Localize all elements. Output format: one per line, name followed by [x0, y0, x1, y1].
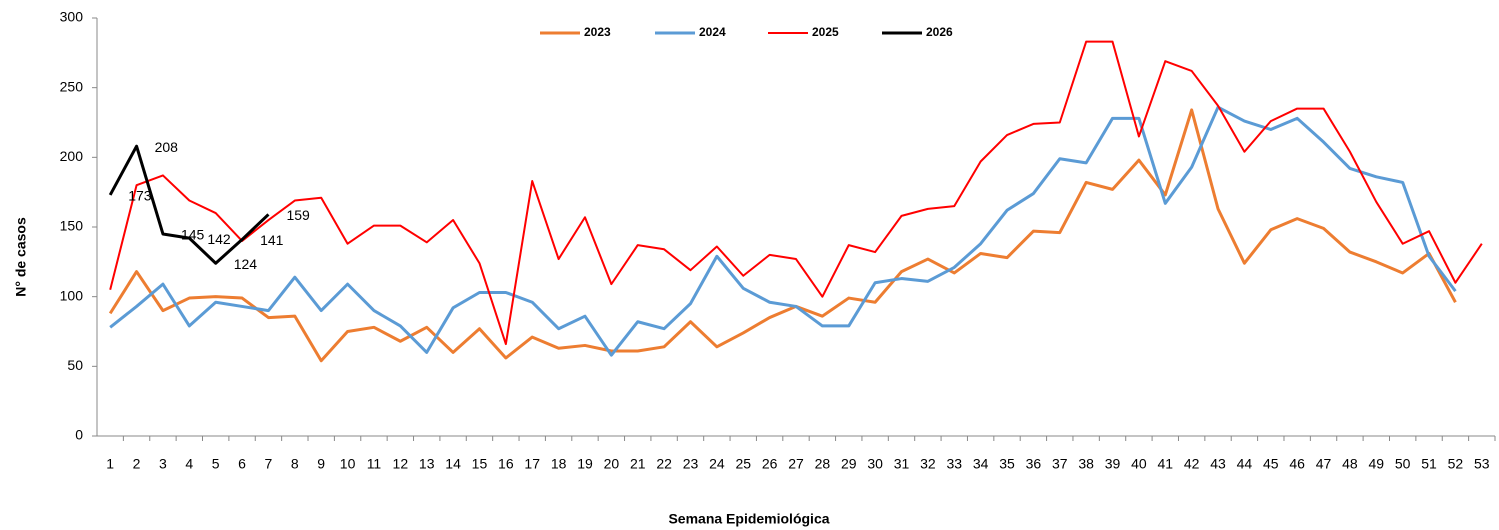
data-label: 208 [155, 139, 179, 155]
x-tick-label: 18 [551, 456, 567, 472]
y-tick-label: 150 [60, 218, 84, 234]
series-line [108, 144, 270, 265]
x-tick-label: 38 [1078, 456, 1094, 472]
data-label: 142 [207, 231, 231, 247]
x-tick-label: 33 [946, 456, 962, 472]
x-tick-label: 48 [1342, 456, 1358, 472]
x-tick-label: 43 [1210, 456, 1226, 472]
x-tick-label: 40 [1131, 456, 1147, 472]
x-tick-label: 5 [212, 456, 220, 472]
legend-label: 2023 [584, 25, 611, 39]
x-tick-label: 39 [1105, 456, 1121, 472]
data-label: 159 [286, 207, 310, 223]
x-axis-label: Semana Epidemiológica [668, 511, 829, 527]
data-label: 173 [128, 188, 152, 204]
x-tick-label: 42 [1184, 456, 1200, 472]
x-tick-label: 52 [1448, 456, 1464, 472]
x-tick-label: 32 [920, 456, 936, 472]
x-tick-label: 14 [445, 456, 461, 472]
x-tick-label: 50 [1395, 456, 1411, 472]
x-tick-label: 30 [867, 456, 883, 472]
y-tick-label: 100 [60, 287, 84, 303]
x-tick-label: 10 [340, 456, 356, 472]
y-tick-label: 0 [75, 427, 83, 443]
x-tick-label: 31 [894, 456, 910, 472]
x-tick-label: 17 [524, 456, 540, 472]
data-label: 124 [234, 256, 258, 272]
x-tick-label: 34 [973, 456, 989, 472]
x-tick-label: 22 [656, 456, 672, 472]
x-tick-label: 2 [133, 456, 141, 472]
x-tick-label: 44 [1237, 456, 1253, 472]
y-axis-label: N° de casos [13, 217, 29, 297]
data-label: 141 [260, 232, 284, 248]
series-line [109, 40, 1483, 346]
x-tick-label: 36 [1026, 456, 1042, 472]
x-tick-label: 41 [1157, 456, 1173, 472]
x-tick-label: 26 [762, 456, 778, 472]
y-tick-label: 50 [67, 357, 83, 373]
x-tick-label: 28 [815, 456, 831, 472]
x-tick-label: 49 [1369, 456, 1385, 472]
x-tick-label: 53 [1474, 456, 1490, 472]
series-line [109, 105, 1457, 357]
x-tick-label: 11 [367, 456, 382, 472]
x-tick-label: 29 [841, 456, 857, 472]
legend-label: 2025 [812, 25, 839, 39]
y-tick-label: 250 [60, 78, 84, 94]
x-tick-label: 16 [498, 456, 514, 472]
x-tick-label: 13 [419, 456, 435, 472]
x-tick-label: 27 [788, 456, 804, 472]
x-tick-label: 46 [1289, 456, 1305, 472]
legend-label: 2024 [699, 25, 726, 39]
x-tick-label: 15 [472, 456, 488, 472]
x-tick-label: 4 [185, 456, 193, 472]
x-tick-label: 9 [317, 456, 325, 472]
x-tick-label: 7 [265, 456, 273, 472]
x-tick-label: 3 [159, 456, 167, 472]
x-tick-label: 21 [630, 456, 646, 472]
series-line [108, 108, 1457, 363]
x-tick-label: 8 [291, 456, 299, 472]
x-tick-label: 51 [1421, 456, 1437, 472]
x-tick-label: 25 [735, 456, 751, 472]
legend-label: 2026 [926, 25, 953, 39]
data-label: 145 [181, 227, 205, 243]
x-tick-label: 20 [604, 456, 620, 472]
x-tick-label: 12 [393, 456, 409, 472]
x-tick-label: 23 [683, 456, 699, 472]
x-tick-label: 45 [1263, 456, 1279, 472]
x-tick-label: 1 [106, 456, 114, 472]
x-tick-label: 47 [1316, 456, 1332, 472]
x-tick-label: 24 [709, 456, 725, 472]
x-tick-label: 37 [1052, 456, 1068, 472]
x-tick-label: 19 [577, 456, 593, 472]
x-tick-label: 6 [238, 456, 246, 472]
y-tick-label: 300 [60, 9, 84, 25]
x-tick-label: 35 [999, 456, 1015, 472]
y-tick-label: 200 [60, 148, 84, 164]
